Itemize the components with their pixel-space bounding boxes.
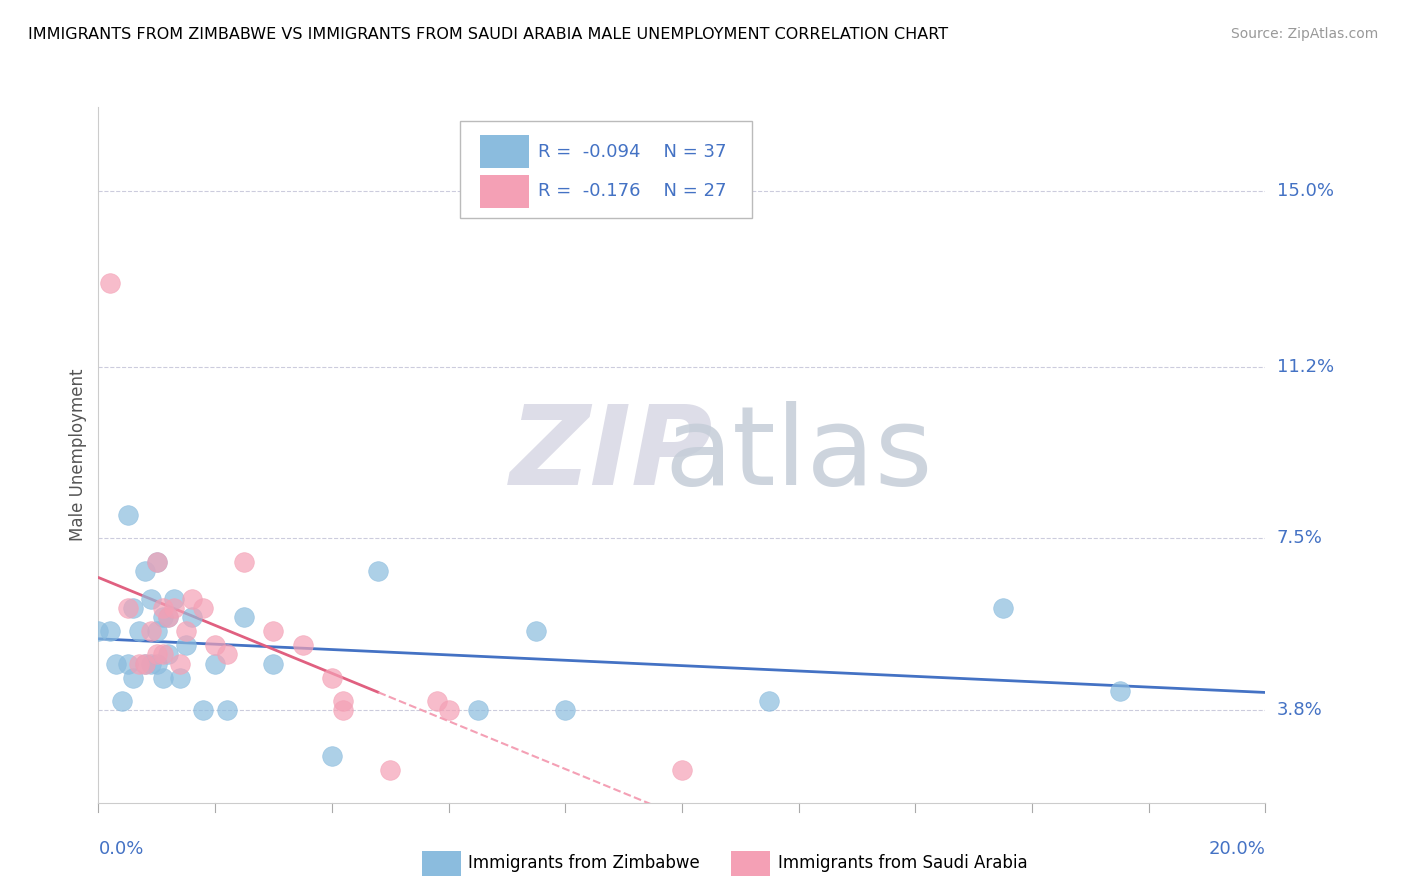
Point bbox=[152, 671, 174, 685]
Y-axis label: Male Unemployment: Male Unemployment bbox=[69, 368, 87, 541]
Point bbox=[128, 657, 150, 671]
Point bbox=[163, 601, 186, 615]
Point bbox=[554, 703, 576, 717]
FancyBboxPatch shape bbox=[479, 175, 529, 208]
Point bbox=[524, 624, 547, 639]
Point bbox=[332, 694, 354, 708]
Point bbox=[146, 555, 169, 569]
Point bbox=[193, 601, 215, 615]
Point bbox=[1108, 684, 1130, 698]
Point bbox=[98, 277, 121, 291]
Point bbox=[193, 703, 215, 717]
Point bbox=[111, 694, 134, 708]
Point bbox=[152, 601, 174, 615]
Text: 3.8%: 3.8% bbox=[1277, 701, 1322, 719]
Point bbox=[204, 657, 226, 671]
Point bbox=[146, 657, 169, 671]
Text: 11.2%: 11.2% bbox=[1277, 358, 1334, 376]
Text: 15.0%: 15.0% bbox=[1277, 182, 1333, 200]
Text: Immigrants from Zimbabwe: Immigrants from Zimbabwe bbox=[468, 855, 700, 872]
Text: atlas: atlas bbox=[665, 401, 932, 508]
Point bbox=[98, 624, 121, 639]
FancyBboxPatch shape bbox=[460, 121, 752, 219]
Point bbox=[671, 764, 693, 778]
Point bbox=[87, 624, 110, 639]
Text: ZIP: ZIP bbox=[510, 401, 714, 508]
Point bbox=[321, 749, 343, 764]
Text: 0.0%: 0.0% bbox=[98, 840, 143, 858]
FancyBboxPatch shape bbox=[479, 135, 529, 169]
Point bbox=[134, 657, 156, 671]
Point bbox=[332, 703, 354, 717]
Point bbox=[169, 657, 191, 671]
Point bbox=[437, 703, 460, 717]
Text: IMMIGRANTS FROM ZIMBABWE VS IMMIGRANTS FROM SAUDI ARABIA MALE UNEMPLOYMENT CORRE: IMMIGRANTS FROM ZIMBABWE VS IMMIGRANTS F… bbox=[28, 27, 948, 42]
Point bbox=[233, 610, 256, 624]
Point bbox=[122, 671, 145, 685]
Point bbox=[426, 694, 449, 708]
Point bbox=[291, 638, 314, 652]
Point bbox=[139, 624, 162, 639]
Point bbox=[180, 591, 202, 606]
Point bbox=[139, 657, 162, 671]
Point bbox=[163, 591, 186, 606]
Point bbox=[180, 610, 202, 624]
Point bbox=[134, 564, 156, 578]
Point bbox=[117, 508, 139, 523]
Point bbox=[262, 657, 284, 671]
Point bbox=[139, 591, 162, 606]
Point bbox=[117, 601, 139, 615]
Point bbox=[215, 703, 238, 717]
Text: Immigrants from Saudi Arabia: Immigrants from Saudi Arabia bbox=[778, 855, 1028, 872]
Point bbox=[262, 624, 284, 639]
Point bbox=[122, 601, 145, 615]
Point bbox=[378, 764, 402, 778]
Text: R =  -0.176    N = 27: R = -0.176 N = 27 bbox=[538, 182, 727, 200]
Point bbox=[117, 657, 139, 671]
Point bbox=[128, 624, 150, 639]
Point bbox=[152, 648, 174, 662]
Text: R =  -0.094    N = 37: R = -0.094 N = 37 bbox=[538, 143, 727, 161]
Point bbox=[758, 694, 780, 708]
Point bbox=[146, 555, 169, 569]
Point bbox=[321, 671, 343, 685]
Text: Source: ZipAtlas.com: Source: ZipAtlas.com bbox=[1230, 27, 1378, 41]
Point bbox=[104, 657, 127, 671]
Point bbox=[215, 648, 238, 662]
Point bbox=[157, 610, 180, 624]
Point bbox=[146, 648, 169, 662]
Text: 20.0%: 20.0% bbox=[1209, 840, 1265, 858]
Point bbox=[367, 564, 389, 578]
Point bbox=[157, 648, 180, 662]
Point bbox=[174, 624, 197, 639]
Point bbox=[233, 555, 256, 569]
Point bbox=[134, 657, 156, 671]
Point bbox=[152, 610, 174, 624]
Point bbox=[157, 610, 180, 624]
Point bbox=[146, 624, 169, 639]
Point bbox=[467, 703, 489, 717]
Text: 7.5%: 7.5% bbox=[1277, 530, 1323, 548]
Point bbox=[169, 671, 191, 685]
Point bbox=[991, 601, 1014, 615]
Point bbox=[204, 638, 226, 652]
Point bbox=[174, 638, 197, 652]
